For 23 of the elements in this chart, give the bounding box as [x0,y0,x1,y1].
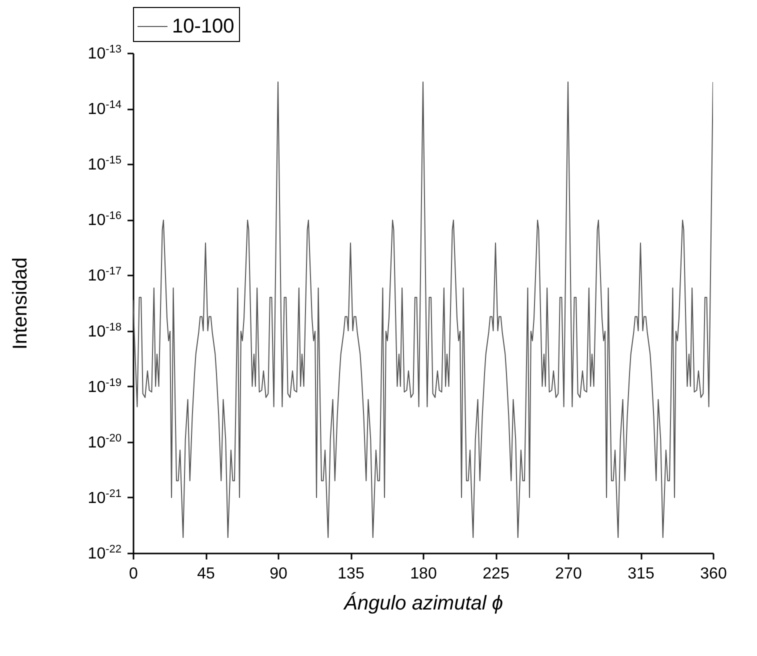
line-series [133,82,713,538]
y-tick-label: 10$^{-14}$ [88,99,122,118]
x-tick-label: 0 [129,566,138,582]
x-tick-label: 270 [555,566,582,582]
x-tick-label: 135 [338,566,364,582]
y-tick-label: 10$^{-22}$ [88,544,122,562]
x-tick-label: 180 [410,566,437,582]
y-tick-label: 10$^{-19}$ [88,376,122,396]
y-tick-label: 10$^{-16}$ [88,210,122,230]
y-tick-label: 10$^{-13}$ [88,44,122,62]
x-tick-label: 315 [628,566,654,582]
y-axis-title: Intensidad [10,257,32,350]
y-tick-label: 10$^{-21}$ [88,488,122,507]
x-tick-label: 225 [482,566,510,582]
legend-label: 10-100 [172,16,234,38]
y-tick-label: 10$^{-15}$ [88,154,122,174]
x-tick-label: 90 [270,566,288,582]
x-tick-label: 360 [700,566,727,582]
y-tick-label: 10$^{-17}$ [88,266,122,285]
x-tick-label: 45 [197,566,215,582]
x-axis-title: Ángulo azimutal ϕ [343,592,503,614]
y-tick-label: 10$^{-18}$ [88,321,122,340]
y-tick-label: 10$^{-20}$ [88,432,122,452]
